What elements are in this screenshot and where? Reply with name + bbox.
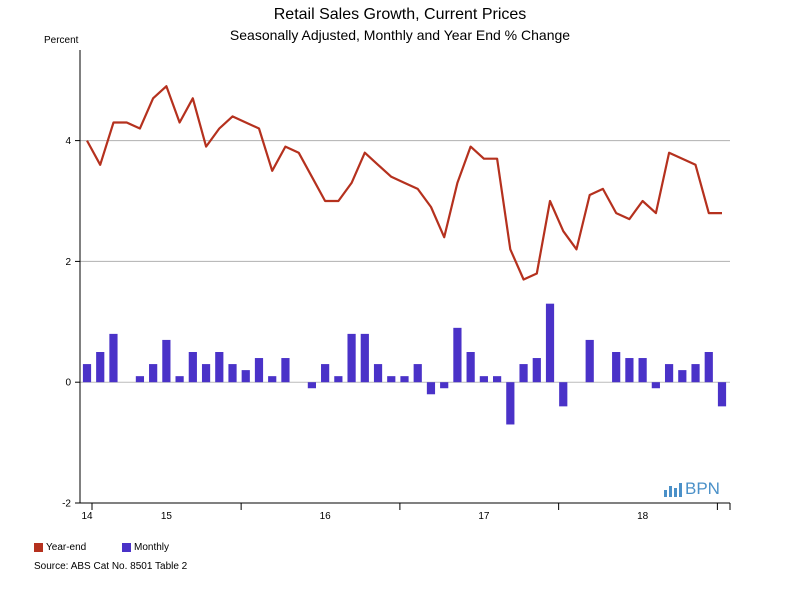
legend-item-monthly: Monthly: [122, 542, 169, 553]
monthly-bar-15: [281, 358, 290, 383]
monthly-bar-34: [532, 358, 541, 383]
y-tick-label-2: 2: [65, 257, 71, 268]
monthly-bar-10: [215, 352, 224, 383]
monthly-bar-18: [321, 364, 330, 383]
monthly-bar-22: [373, 364, 383, 383]
monthly-bar-9: [201, 364, 211, 383]
monthly-bar-30: [479, 376, 488, 383]
monthly-bar-8: [188, 352, 197, 383]
legend-label-yearend: Year-end: [46, 542, 87, 553]
monthly-bar-28: [453, 327, 462, 383]
monthly-bar-13: [254, 358, 264, 383]
monthly-bar-47: [704, 352, 713, 383]
monthly-bar-27: [440, 382, 449, 389]
monthly-bar-43: [651, 382, 660, 389]
monthly-bar-44: [664, 364, 674, 383]
y-axis-label: Percent: [44, 35, 79, 46]
chart-title: Retail Sales Growth, Current Prices: [273, 6, 527, 23]
monthly-bar-29: [466, 352, 475, 383]
monthly-bar-20: [347, 333, 356, 383]
x-tick-label-4: 18: [637, 511, 649, 522]
monthly-bar-41: [625, 358, 634, 383]
monthly-bar-32: [506, 382, 515, 425]
monthly-bar-11: [228, 364, 237, 383]
monthly-bar-7: [175, 376, 184, 383]
monthly-bar-46: [691, 364, 700, 383]
monthly-bar-1: [96, 352, 105, 383]
legend-label-monthly: Monthly: [134, 542, 170, 553]
logo-text: BPN: [685, 479, 720, 498]
y-tick-label-3: 4: [65, 136, 71, 147]
yearend-line: [86, 85, 722, 281]
monthly-bar-5: [149, 364, 158, 383]
monthly-bar-4: [135, 376, 145, 383]
monthly-bar-14: [268, 376, 277, 383]
monthly-bar-26: [426, 382, 436, 395]
monthly-bar-45: [678, 370, 687, 383]
monthly-bar-12: [241, 370, 250, 383]
bar-chart-logo-icon: [664, 483, 682, 497]
monthly-bar-0: [82, 364, 92, 383]
x-tick-label-3: 17: [478, 511, 490, 522]
y-tick-label-1: 0: [65, 378, 71, 389]
monthly-bar-19: [334, 376, 343, 383]
bpn-logo: BPN: [663, 480, 720, 497]
monthly-bar-31: [493, 376, 502, 383]
monthly-bar-21: [360, 333, 369, 383]
monthly-bar-42: [638, 358, 647, 383]
monthly-swatch: [122, 543, 131, 552]
monthly-bar-36: [559, 382, 568, 407]
monthly-bar-23: [387, 376, 396, 383]
x-tick-label-1: 15: [161, 511, 173, 522]
y-tick-label-0: -2: [62, 499, 71, 510]
x-tick-label-2: 16: [320, 511, 332, 522]
monthly-bar-25: [413, 364, 422, 383]
monthly-bar-24: [400, 376, 409, 383]
source-note: Source: ABS Cat No. 8501 Table 2: [34, 561, 188, 572]
monthly-bar-17: [307, 382, 316, 389]
legend-item-yearend: Year-end: [34, 542, 86, 553]
monthly-bar-6: [162, 339, 171, 383]
monthly-bar-48: [717, 382, 727, 407]
monthly-bar-33: [519, 364, 528, 383]
monthly-bar-40: [612, 352, 621, 383]
monthly-bar-38: [585, 339, 594, 383]
yearend-swatch: [34, 543, 43, 552]
monthly-bar-2: [109, 333, 118, 383]
x-tick-label-0: 14: [81, 511, 93, 522]
chart-subtitle: Seasonally Adjusted, Monthly and Year En…: [229, 27, 571, 43]
monthly-bar-35: [545, 303, 555, 383]
